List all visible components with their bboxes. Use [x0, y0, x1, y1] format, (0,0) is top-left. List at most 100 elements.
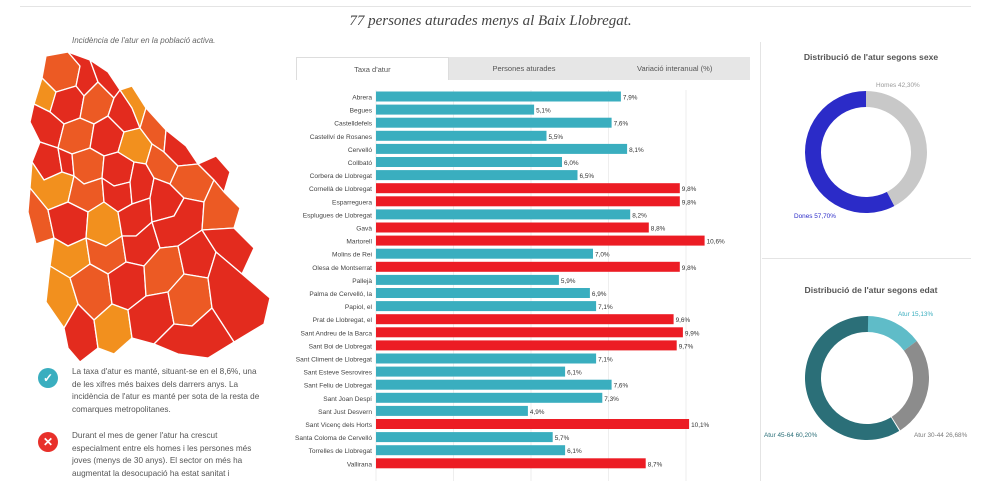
bar-value-label: 10,6%	[707, 239, 725, 246]
category-label: Sant Climent de Llobregat	[296, 357, 372, 364]
bar[interactable]	[376, 91, 621, 102]
bar[interactable]	[376, 157, 562, 167]
bar-value-label: 8,2%	[632, 212, 647, 219]
bar-value-label: 7,9%	[623, 95, 638, 102]
bar[interactable]	[376, 117, 612, 128]
bar[interactable]	[376, 458, 646, 469]
category-label: Castelldefels	[334, 121, 372, 128]
bar[interactable]	[376, 392, 603, 403]
map-region[interactable]	[163, 129, 199, 167]
donut-slice[interactable]	[805, 315, 900, 440]
bar[interactable]	[376, 301, 597, 312]
category-label: Sant Feliu de Llobregat	[304, 383, 372, 390]
category-label: Esplugues de Llobregat	[303, 212, 372, 219]
bar[interactable]	[376, 104, 535, 115]
category-label: Papiol, el	[345, 304, 373, 311]
bar[interactable]	[376, 419, 690, 429]
bar[interactable]	[376, 314, 674, 325]
bar[interactable]	[376, 248, 593, 259]
bar[interactable]	[376, 222, 649, 233]
bar-value-label: 4,9%	[530, 409, 545, 416]
bar[interactable]	[376, 130, 547, 141]
bar[interactable]	[376, 432, 553, 443]
map-caption: Incidència de l'atur en la població acti…	[72, 36, 216, 45]
header-rule	[20, 6, 971, 7]
category-label: Prat de Llobregat, el	[313, 317, 373, 324]
category-label: Esparreguera	[332, 199, 372, 206]
slice-label: Homes 42,30%	[876, 82, 920, 89]
donut-slice[interactable]	[867, 316, 917, 351]
category-label: Torrelles de Llobregat	[309, 448, 373, 455]
bar-value-label: 9,8%	[682, 265, 697, 272]
category-label: Abrera	[352, 95, 372, 102]
map-region[interactable]	[201, 227, 255, 275]
category-label: Begues	[350, 108, 373, 115]
bar-value-label: 9,8%	[682, 186, 697, 193]
sex-chart-title: Distribució de l'atur segons sexe	[803, 52, 939, 62]
cross-icon: ✕	[38, 432, 58, 452]
note-positive: ✓ La taxa d'atur es manté, situant-se en…	[38, 366, 260, 416]
bar-value-label: 6,9%	[592, 291, 607, 298]
bar-value-label: 6,5%	[580, 173, 595, 180]
category-label: Cervelló	[348, 147, 373, 154]
bar[interactable]	[376, 196, 680, 207]
slice-label: Atur 15,13%	[898, 311, 933, 318]
category-label: Sant Boi de Llobregat	[309, 343, 373, 350]
unemployment-map[interactable]	[28, 52, 273, 367]
bar-value-label: 7,0%	[595, 252, 610, 259]
bar-value-label: 8,7%	[648, 461, 663, 468]
category-label: Palma de Cervelló, la	[309, 291, 372, 298]
bar[interactable]	[376, 405, 528, 416]
map-region[interactable]	[153, 307, 235, 359]
donut-slice[interactable]	[891, 341, 929, 431]
bar[interactable]	[376, 445, 566, 456]
category-label: Pallejà	[352, 278, 372, 285]
slice-label: Dones 57,70%	[794, 213, 836, 220]
bar[interactable]	[376, 379, 612, 390]
category-label: Vallirana	[347, 461, 373, 468]
tab-variacio-interanual[interactable]: Variació interanual (%)	[637, 64, 713, 73]
category-label: Martorell	[346, 239, 372, 246]
bar-value-label: 9,6%	[676, 317, 691, 324]
bar[interactable]	[376, 353, 597, 364]
bar[interactable]	[376, 143, 628, 154]
bar[interactable]	[376, 274, 559, 285]
bar-value-label: 8,8%	[651, 226, 666, 233]
category-label: Sant Vicenç dels Horts	[305, 422, 372, 429]
age-chart-title: Distribució de l'atur segons edat	[804, 285, 938, 295]
bar[interactable]	[376, 209, 631, 220]
bar[interactable]	[376, 235, 705, 246]
bar-value-label: 5,7%	[555, 435, 570, 442]
bar-value-label: 6,1%	[567, 370, 582, 377]
category-label: Sant Just Desvern	[318, 409, 372, 416]
bar[interactable]	[376, 170, 578, 181]
bar-value-label: 7,6%	[614, 121, 629, 128]
category-label: Corbera de Llobregat	[310, 173, 372, 180]
slice-label: Atur 30-44 26,68%	[914, 432, 968, 439]
bar[interactable]	[376, 327, 683, 338]
chart-tabs: Taxa d'atur Persones aturades Variació i…	[296, 57, 750, 80]
category-label: Molins de Rei	[332, 252, 372, 259]
tab-taxa-atur[interactable]: Taxa d'atur	[296, 57, 449, 80]
category-label: Olesa de Montserrat	[312, 265, 372, 272]
donut-slice[interactable]	[805, 91, 895, 213]
bar[interactable]	[376, 183, 680, 194]
bar-value-label: 9,8%	[682, 199, 697, 206]
bar-value-label: 9,9%	[685, 330, 700, 337]
bar[interactable]	[376, 288, 590, 298]
note-text: La taxa d'atur es manté, situant-se en e…	[72, 367, 260, 414]
bar[interactable]	[376, 366, 566, 377]
page-title: 77 persones aturades menys al Baix Llobr…	[349, 13, 632, 29]
horizontal-divider	[762, 258, 971, 259]
map-region[interactable]	[28, 187, 55, 245]
bar-value-label: 8,1%	[629, 147, 644, 154]
age-donut-chart: Atur 15,13% Atur 30-44 26,68% Atur 45-64 6…	[764, 311, 968, 440]
bar[interactable]	[376, 340, 677, 351]
bar[interactable]	[376, 261, 680, 272]
check-icon: ✓	[38, 368, 58, 388]
map-region[interactable]	[197, 155, 231, 193]
donut-slice[interactable]	[866, 91, 927, 206]
bar-value-label: 5,5%	[549, 134, 564, 141]
tab-persones-aturades[interactable]: Persones aturades	[492, 64, 556, 73]
